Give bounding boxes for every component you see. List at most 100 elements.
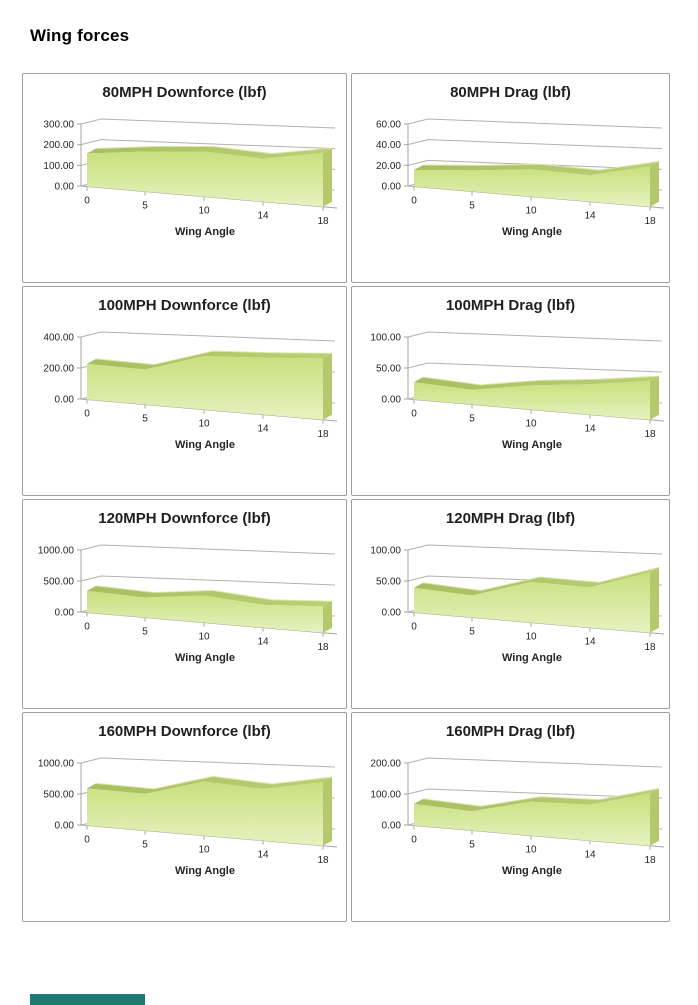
area-series-top-surface — [414, 567, 659, 596]
area-series-side-face — [323, 148, 332, 207]
area-series — [87, 356, 323, 420]
chart-title: 160MPH Downforce (lbf) — [98, 723, 271, 740]
x-axis-tick-label: 5 — [469, 840, 475, 851]
y-axis-tick-label: 100.00 — [43, 161, 74, 172]
chart-title: 120MPH Downforce (lbf) — [98, 510, 271, 527]
y-axis-tick-label: 100.00 — [370, 546, 401, 557]
x-axis-tick-label: 5 — [469, 201, 475, 212]
x-axis-tick-label: 18 — [317, 216, 329, 227]
area-chart-canvas: 0.00 500.00 1000.00 0 5 10 14 18 Wing Angle — [38, 544, 338, 664]
sheet-tab-accent[interactable] — [30, 994, 145, 1005]
area-series — [87, 590, 323, 633]
y-axis-tick-label: 60.00 — [376, 120, 401, 131]
x-axis-tick-label: 0 — [84, 622, 90, 633]
gridline — [407, 757, 663, 768]
x-axis-tick-label: 10 — [525, 845, 537, 856]
y-axis-tick-label: 1000.00 — [38, 546, 75, 557]
area-series-top-surface — [414, 161, 659, 176]
x-axis-tick-label: 5 — [142, 201, 148, 212]
x-axis-title: Wing Angle — [175, 652, 235, 664]
x-axis-tick-label: 0 — [411, 196, 417, 207]
y-axis-tick-label: 100.00 — [370, 790, 401, 801]
x-axis-tick-label: 0 — [84, 835, 90, 846]
x-axis-tick-label: 18 — [317, 855, 329, 866]
y-axis-tick-label: 400.00 — [43, 333, 74, 344]
x-axis-title: Wing Angle — [175, 865, 235, 877]
area-series-highlight-edge — [95, 775, 333, 790]
charts-grid: 80MPH Downforce (lbf) 0.00 100.00 200.00 30… — [22, 73, 698, 922]
gridline — [80, 118, 336, 129]
x-axis-tick-label: 14 — [584, 211, 596, 222]
x-axis-title: Wing Angle — [175, 439, 235, 451]
area-series-highlight-edge — [422, 566, 660, 592]
area-series-side-face — [650, 376, 659, 420]
page-title: Wing forces — [30, 26, 130, 45]
area-series-highlight-edge — [95, 585, 333, 602]
x-axis-tick-label: 5 — [469, 414, 475, 425]
x-axis-tick-label: 18 — [317, 642, 329, 653]
y-axis-tick-label: 50.00 — [376, 577, 401, 588]
area-chart-canvas: 0.00 20.00 40.00 60.00 0 5 10 14 18 Wing Angle — [376, 118, 665, 238]
chart-160mph-downforce: 160MPH Downforce (lbf) 0.00 500.00 1000.00… — [22, 712, 347, 922]
x-axis-tick-label: 10 — [198, 419, 210, 430]
y-axis-tick-label: 0.00 — [382, 395, 402, 406]
y-axis-tick-label: 500.00 — [43, 790, 74, 801]
y-axis-tick-label: 40.00 — [376, 140, 401, 151]
x-axis-tick-label: 18 — [644, 216, 656, 227]
area-series-side-face — [323, 353, 332, 420]
area-chart-canvas: 0.00 100.00 200.00 0 5 10 14 18 Wing Angle — [370, 757, 665, 877]
x-axis-tick-label: 5 — [142, 627, 148, 638]
y-axis-tick-label: 0.00 — [55, 821, 75, 832]
y-axis-tick-label: 50.00 — [376, 364, 401, 375]
x-axis-tick-label: 10 — [198, 632, 210, 643]
y-axis-tick-label: 0.00 — [55, 395, 75, 406]
area-series-highlight-edge — [422, 375, 660, 386]
y-axis-tick-label: 0.00 — [382, 608, 402, 619]
x-axis-tick-label: 10 — [525, 632, 537, 643]
gridline — [407, 159, 663, 170]
x-axis-tick-label: 14 — [257, 637, 269, 648]
area-series — [414, 793, 650, 846]
x-axis-tick-label: 18 — [317, 429, 329, 440]
x-axis-title: Wing Angle — [502, 652, 562, 664]
gridline — [407, 788, 663, 799]
gridline — [80, 757, 336, 768]
area-chart-canvas: 0.00 50.00 100.00 0 5 10 14 18 Wing Angle — [370, 331, 665, 451]
x-axis-tick-label: 18 — [644, 429, 656, 440]
y-axis-tick-label: 20.00 — [376, 161, 401, 172]
x-axis-tick-label: 14 — [257, 850, 269, 861]
area-series — [87, 781, 323, 846]
area-chart-canvas: 0.00 200.00 400.00 0 5 10 14 18 Wing Angle — [43, 331, 338, 451]
area-chart-canvas: 0.00 100.00 200.00 300.00 0 5 10 14 18 Wing Angle — [43, 118, 338, 238]
gridline — [80, 331, 336, 342]
gridline — [407, 139, 663, 150]
y-axis-tick-label: 1000.00 — [38, 759, 75, 770]
y-axis-tick-label: 0.00 — [382, 821, 402, 832]
chart-title: 160MPH Drag (lbf) — [445, 723, 576, 740]
x-axis-tick-label: 0 — [411, 622, 417, 633]
x-axis-title: Wing Angle — [502, 865, 562, 877]
x-axis-tick-label: 14 — [257, 424, 269, 435]
area-series — [87, 151, 323, 207]
x-axis-tick-label: 14 — [584, 424, 596, 435]
area-series — [414, 572, 650, 633]
chart-title: 100MPH Downforce (lbf) — [98, 297, 271, 314]
x-axis-tick-label: 14 — [584, 850, 596, 861]
gridline — [407, 118, 663, 129]
area-series — [414, 166, 650, 207]
area-series-highlight-edge — [95, 350, 333, 366]
x-axis-tick-label: 5 — [469, 627, 475, 638]
chart-120mph-downforce: 120MPH Downforce (lbf) 0.00 500.00 1000.00… — [22, 499, 347, 709]
area-chart-canvas: 0.00 500.00 1000.00 0 5 10 14 18 Wing Angle — [38, 757, 338, 877]
gridline — [407, 331, 663, 342]
area-series-highlight-edge — [422, 787, 660, 807]
x-axis-tick-label: 18 — [644, 642, 656, 653]
y-axis-tick-label: 200.00 — [43, 140, 74, 151]
area-chart-canvas: 0.00 50.00 100.00 0 5 10 14 18 Wing Angle — [370, 544, 665, 664]
chart-160mph-drag: 160MPH Drag (lbf) 0.00 100.00 200.00 0 5 10 14… — [351, 712, 670, 922]
x-axis-tick-label: 5 — [142, 414, 148, 425]
x-axis-tick-label: 0 — [411, 409, 417, 420]
y-axis-tick-label: 200.00 — [43, 364, 74, 375]
area-series-top-surface — [87, 351, 332, 370]
x-axis-title: Wing Angle — [175, 226, 235, 238]
